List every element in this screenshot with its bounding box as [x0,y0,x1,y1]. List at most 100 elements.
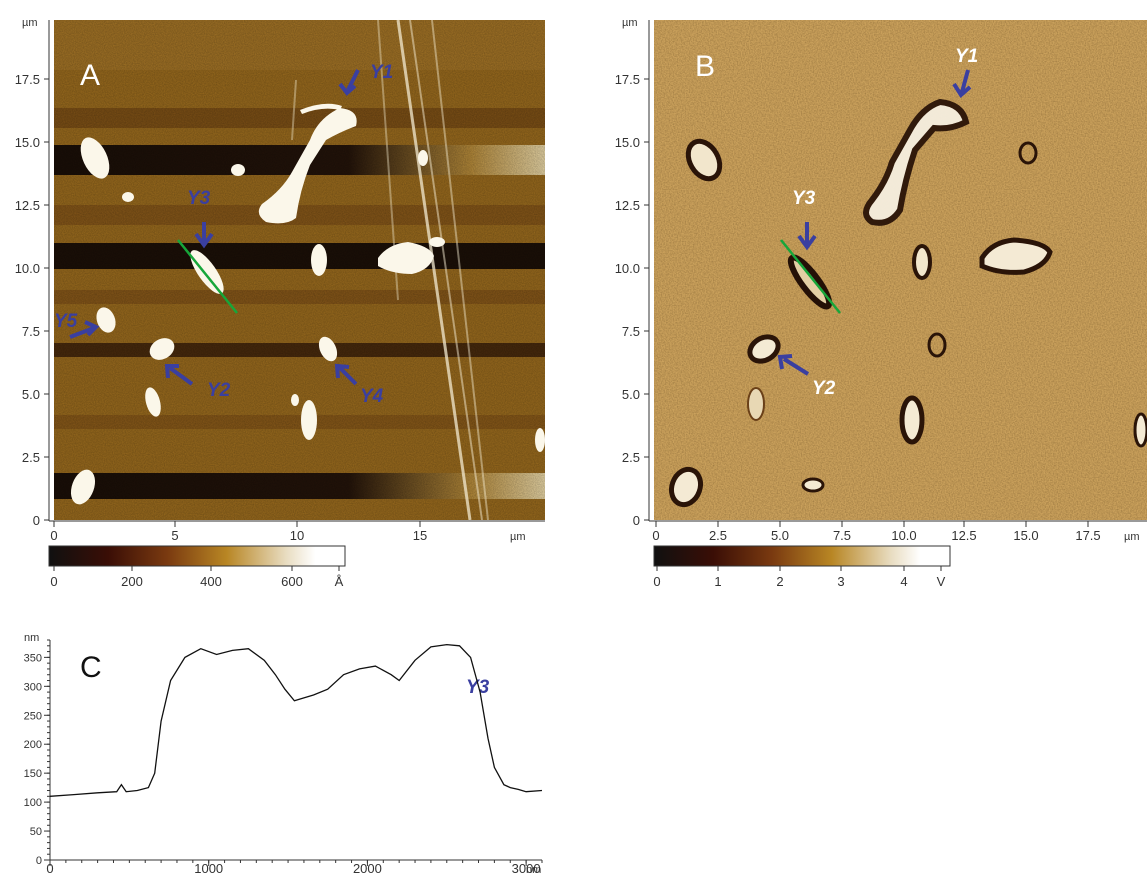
x-unit: nm [526,864,541,875]
x-tick: 10 [290,528,304,543]
light-patch [654,20,1147,520]
bacterium [70,469,96,505]
bacterium-y2 [149,338,175,360]
y-tick-label: 0 [36,855,42,867]
x-tick-label: 0 [46,861,53,875]
profile-chart: 0 50 100 150 200 250 300 350 0 1000 2000 3000 [24,639,543,875]
x-tick-label: 3000 [512,861,541,875]
bacterium [311,244,327,276]
bacterium [429,237,445,247]
y-tick: 17.5 [15,72,40,87]
bacterium [899,395,925,445]
bacterium-y2 [747,334,781,364]
bacterium [301,400,317,440]
bacterium-y5 [96,307,116,333]
bacterium [685,138,723,182]
y-tick: 10.0 [15,261,40,276]
annotation-y5: Y5 [54,311,78,332]
x-tick: 15 [413,528,427,543]
annotation-y4: Y4 [360,386,384,407]
annotation-y3: Y3 [466,677,490,698]
y-tick-label: 100 [24,797,42,809]
bacterium-y1 [863,98,970,226]
colorbar-tick: 4 [900,574,907,589]
annotation-y2: Y2 [207,380,231,401]
bacterium-y1 [258,108,357,224]
y-tick-label: 250 [24,710,42,722]
y-tick-label: 50 [30,826,42,838]
y-tick: 0 [33,513,40,528]
panel-b-axes [644,20,1147,527]
annotation-y1: Y1 [955,46,978,67]
colorbar-tick: 600 [281,574,303,589]
bacterium-y3 [190,250,224,294]
particles [70,103,545,505]
y-tick: 7.5 [622,324,640,339]
bacterium [418,150,428,166]
bacterium-y3 [787,254,833,310]
arrow-y4 [334,363,358,386]
y-tick: 0 [633,513,640,528]
arrow-y1 [338,69,360,96]
colorbar-unit: Å [335,574,344,589]
x-tick: 5.0 [771,528,789,543]
panel-a-label: A [80,59,100,92]
arrow-y3 [797,222,817,251]
y-tick: 12.5 [15,198,40,213]
scratch-streak [291,79,297,141]
bacterium [300,103,342,114]
profile-line-a [177,239,238,314]
x-tick: 0 [652,528,659,543]
bacterium [801,477,825,493]
annotation-y3: Y3 [187,188,211,209]
panel-b: B [654,20,1147,520]
arrow-y1 [952,69,972,99]
bacterium [122,192,134,202]
panel-a-axes [44,20,545,527]
scratch-streak [409,19,483,521]
bacterium [535,428,545,452]
arrow-y5 [69,320,100,339]
scratch-streak [396,19,472,521]
colorbar-tick: 400 [200,574,222,589]
annotation-y2: Y2 [812,378,836,399]
panel-b-colorbar: 0 1 2 3 4 V [653,545,951,589]
colorbar-gradient [653,545,951,567]
bacterium [1133,412,1147,448]
y-tick-label: 200 [24,739,42,751]
noise-overlay [54,20,545,520]
y-tick: 2.5 [22,450,40,465]
arrow-y2 [164,364,194,386]
bacterium [231,164,245,176]
x-tick: 10.0 [891,528,916,543]
annotation-y3: Y3 [792,188,816,209]
noise-overlay [654,20,1147,520]
x-tick: 0 [50,528,57,543]
x-tick: 15.0 [1013,528,1038,543]
colorbar-tick: 3 [837,574,844,589]
panel-a-colorbar: 0 200 400 600 Å [48,545,346,589]
y-tick: 12.5 [615,198,640,213]
y-tick: 7.5 [22,324,40,339]
panel-c: C Y3 nm nm 0 50 100 150 200 250 300 350 0 1000 200… [24,632,543,875]
annotation-y1: Y1 [370,62,393,83]
x-tick: 5 [171,528,178,543]
y-tick: 17.5 [615,72,640,87]
bacterium [1018,141,1038,165]
bacterium [80,137,110,179]
bacterium [927,332,947,358]
colorbar-tick: 1 [714,574,721,589]
panel-b-label: B [695,50,715,83]
colorbar-tick: 0 [50,574,57,589]
x-tick: 12.5 [951,528,976,543]
axis-unit: µm [1124,531,1140,543]
colorbar-tick: 0 [653,574,660,589]
y-tick: 5.0 [622,387,640,402]
bacterium [668,466,704,508]
y-tick: 5.0 [22,387,40,402]
y-tick: 2.5 [622,450,640,465]
bacterium-y4 [318,336,338,362]
bacterium [145,387,161,417]
bacterium [979,237,1053,275]
